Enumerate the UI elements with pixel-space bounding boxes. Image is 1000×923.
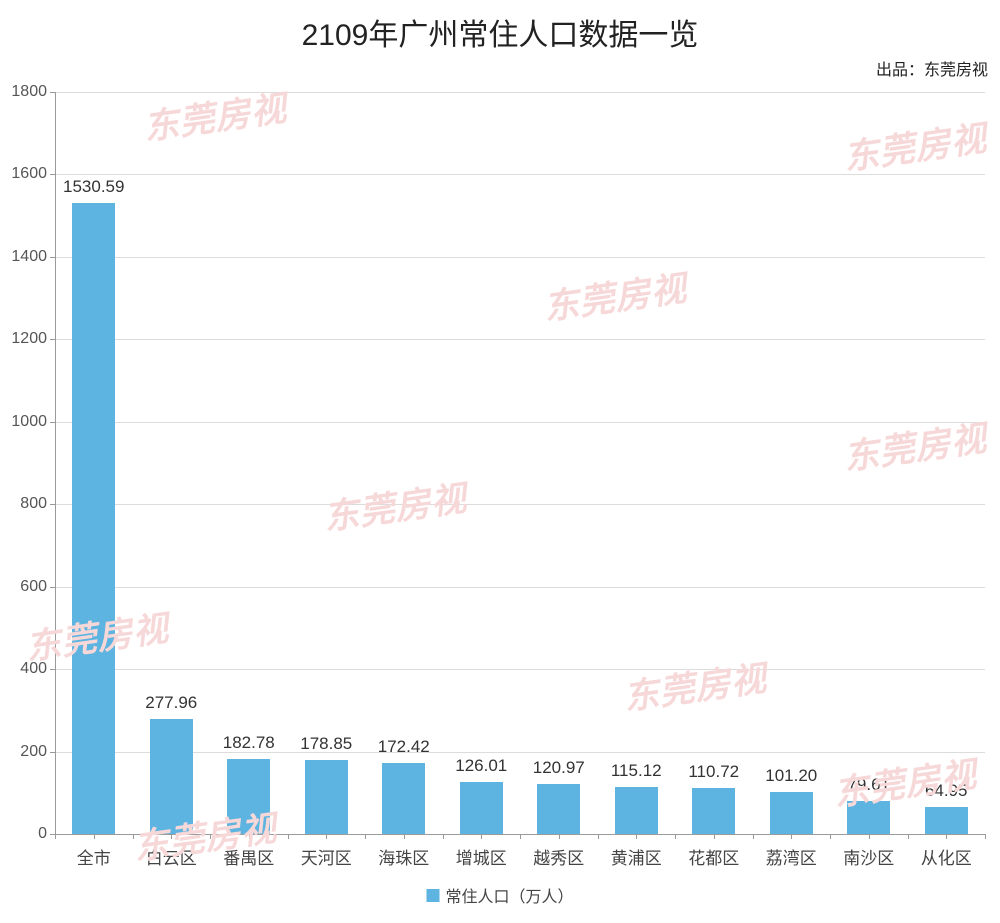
x-tick-label: 荔湾区 [766, 834, 817, 869]
bar-value-label: 120.97 [533, 758, 585, 784]
gridline [55, 257, 985, 258]
x-tick-label: 番禺区 [223, 834, 274, 869]
bar-value-label: 277.96 [145, 693, 197, 719]
x-tick-mark [985, 834, 986, 839]
gridline [55, 339, 985, 340]
gridline [55, 422, 985, 423]
legend: 常住人口（万人） [426, 883, 573, 907]
bar: 1530.59 [72, 203, 115, 834]
bar: 277.96 [150, 719, 193, 834]
bar-value-label: 178.85 [300, 734, 352, 760]
gridline [55, 174, 985, 175]
bar: 101.20 [770, 792, 813, 834]
y-tick-label: 1200 [11, 330, 55, 348]
bar: 182.78 [227, 759, 270, 834]
bar-value-label: 64.95 [925, 781, 968, 807]
y-tick-label: 1000 [11, 413, 55, 431]
x-tick-label: 从化区 [921, 834, 972, 869]
bar-value-label: 182.78 [223, 733, 275, 759]
bar: 172.42 [382, 763, 425, 834]
bar: 64.95 [925, 807, 968, 834]
x-tick-label: 黄浦区 [611, 834, 662, 869]
bar-value-label: 1530.59 [63, 177, 124, 203]
legend-label: 常住人口（万人） [445, 883, 573, 907]
bar: 110.72 [692, 788, 735, 834]
y-axis-line [55, 92, 56, 834]
chart-root: 2109年广州常住人口数据一览 出品：东莞房视 0200400600800100… [0, 0, 1000, 923]
bar: 79.61 [847, 801, 890, 834]
bar: 120.97 [537, 784, 580, 834]
subtitle-prefix: 出品： [876, 62, 924, 79]
bar: 178.85 [305, 760, 348, 834]
x-tick-label: 花都区 [688, 834, 739, 869]
legend-swatch [426, 889, 439, 902]
gridline [55, 669, 985, 670]
x-tick-label: 海珠区 [378, 834, 429, 869]
bar-value-label: 126.01 [455, 756, 507, 782]
x-tick-label: 天河区 [301, 834, 352, 869]
x-tick-label: 增城区 [456, 834, 507, 869]
x-tick-label: 白云区 [146, 834, 197, 869]
y-tick-label: 1400 [11, 248, 55, 266]
subtitle-source: 东莞房视 [924, 62, 988, 79]
gridline [55, 92, 985, 93]
plot-area: 0200400600800100012001400160018001530.59… [55, 92, 985, 834]
gridline [55, 587, 985, 588]
bar: 115.12 [615, 787, 658, 834]
bar-value-label: 115.12 [611, 761, 662, 787]
bar-value-label: 101.20 [765, 766, 817, 792]
bar-value-label: 172.42 [378, 737, 430, 763]
gridline [55, 752, 985, 753]
x-tick-label: 越秀区 [533, 834, 584, 869]
x-tick-label: 全市 [77, 834, 111, 869]
y-tick-label: 1600 [11, 165, 55, 183]
chart-title: 2109年广州常住人口数据一览 [0, 10, 1000, 54]
bar-value-label: 110.72 [688, 762, 739, 788]
x-tick-label: 南沙区 [843, 834, 894, 869]
chart-subtitle: 出品：东莞房视 [876, 56, 988, 80]
gridline [55, 504, 985, 505]
bar: 126.01 [460, 782, 503, 834]
y-tick-label: 1800 [11, 83, 55, 101]
bar-value-label: 79.61 [847, 775, 890, 801]
